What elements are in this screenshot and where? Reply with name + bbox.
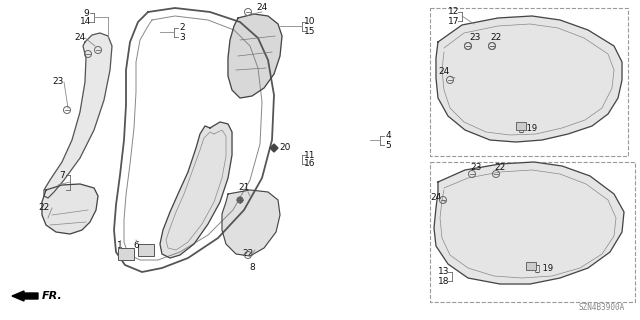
- Text: 22: 22: [243, 250, 253, 259]
- Text: 7: 7: [59, 171, 65, 180]
- Text: 9: 9: [83, 9, 89, 18]
- Text: 2: 2: [179, 23, 185, 33]
- Bar: [430, 8, 628, 156]
- Text: 20: 20: [279, 143, 291, 153]
- Text: 22: 22: [38, 204, 50, 212]
- Text: 21: 21: [238, 183, 250, 193]
- Circle shape: [237, 197, 243, 203]
- Text: 17: 17: [448, 17, 460, 26]
- Text: 23: 23: [469, 34, 481, 43]
- Polygon shape: [270, 144, 278, 152]
- Polygon shape: [160, 122, 232, 258]
- Text: 24: 24: [438, 68, 450, 76]
- Text: 23: 23: [470, 163, 482, 172]
- Text: 18: 18: [438, 276, 450, 285]
- Text: ⎓ 19: ⎓ 19: [535, 263, 553, 273]
- Text: 24: 24: [257, 4, 268, 12]
- FancyArrow shape: [12, 291, 38, 301]
- Text: 24: 24: [430, 194, 442, 203]
- Text: 12: 12: [448, 7, 460, 17]
- Bar: [526, 262, 536, 270]
- Bar: [430, 162, 635, 302]
- Text: 22: 22: [490, 34, 502, 43]
- Text: 5: 5: [385, 140, 391, 149]
- Bar: [138, 244, 154, 256]
- Polygon shape: [44, 33, 112, 198]
- Polygon shape: [42, 184, 98, 234]
- Text: 4: 4: [385, 132, 391, 140]
- Text: FR.: FR.: [42, 291, 63, 301]
- Bar: [118, 248, 134, 260]
- Text: 13: 13: [438, 268, 450, 276]
- Text: ⎓ 19: ⎓ 19: [519, 124, 537, 132]
- Bar: [516, 122, 526, 130]
- Polygon shape: [434, 162, 624, 284]
- Text: 6: 6: [133, 241, 139, 250]
- Text: 16: 16: [304, 159, 316, 169]
- Polygon shape: [228, 14, 282, 98]
- Text: 3: 3: [179, 33, 185, 42]
- Text: 14: 14: [80, 18, 92, 27]
- Text: 22: 22: [494, 163, 506, 172]
- Text: 11: 11: [304, 150, 316, 159]
- Text: 15: 15: [304, 27, 316, 36]
- Text: 24: 24: [74, 34, 86, 43]
- Text: 23: 23: [52, 77, 64, 86]
- Polygon shape: [436, 16, 622, 142]
- Text: 8: 8: [249, 263, 255, 273]
- Text: 10: 10: [304, 18, 316, 27]
- Polygon shape: [222, 190, 280, 256]
- Text: SZN4B3900A: SZN4B3900A: [579, 303, 625, 312]
- Text: 1: 1: [117, 241, 123, 250]
